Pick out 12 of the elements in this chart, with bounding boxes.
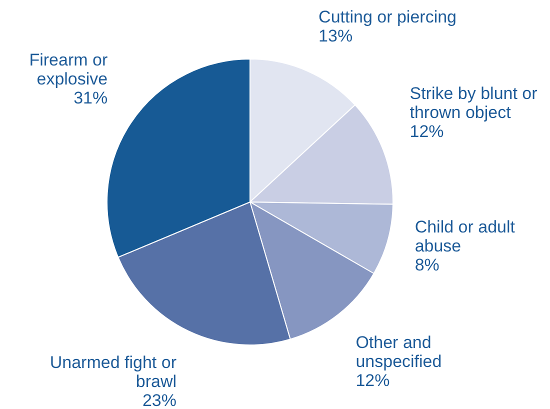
slice-label: Other and unspecified [356, 332, 442, 371]
slice-label: Firearm or explosive [29, 50, 108, 88]
slice-label: Cutting or piercing [318, 8, 457, 27]
data-label: 31% [74, 88, 108, 108]
slice-label: Strike by blunt or thrown object [410, 84, 538, 122]
data-label: 23% [142, 390, 177, 409]
data-label: 13% [318, 26, 353, 46]
slice-label: Unarmed fight or brawl [50, 352, 177, 391]
data-label: 8% [414, 255, 440, 274]
data-label: 12% [356, 370, 390, 390]
slice-label: Child or adult abuse [414, 217, 516, 256]
data-label: 12% [410, 122, 444, 142]
